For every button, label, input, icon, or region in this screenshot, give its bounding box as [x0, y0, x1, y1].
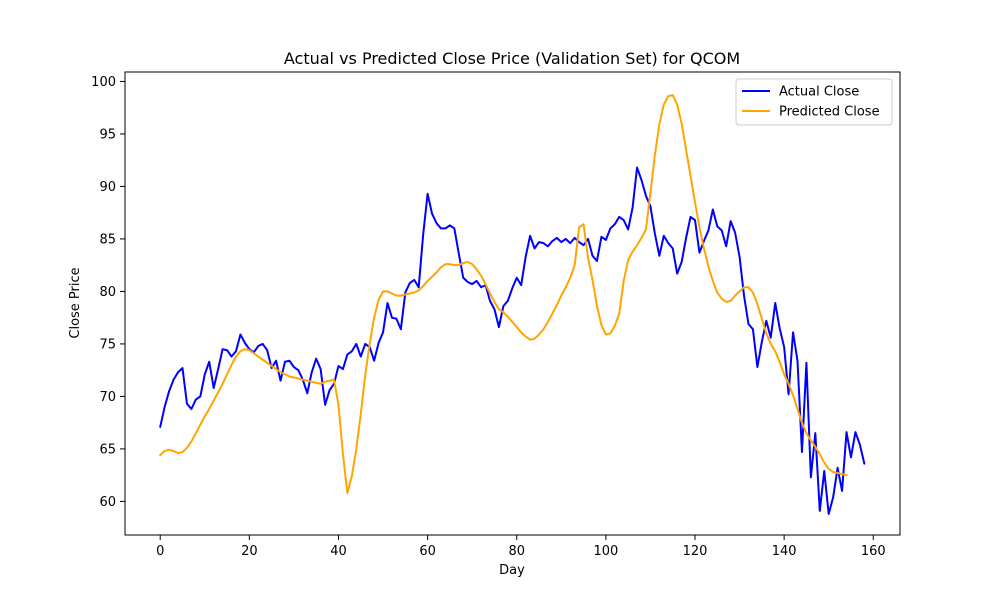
x-tick-label: 80 — [508, 544, 525, 559]
x-tick-label: 160 — [861, 544, 886, 559]
x-tick-label: 40 — [330, 544, 347, 559]
x-tick-label: 20 — [241, 544, 258, 559]
y-axis-label: Close Price — [68, 267, 83, 338]
x-axis-label: Day — [499, 563, 525, 578]
series-line-predicted-close — [159, 94, 848, 494]
chart-title: Actual vs Predicted Close Price (Validat… — [284, 49, 740, 68]
plot-frame — [124, 71, 901, 536]
y-tick-label: 90 — [99, 180, 116, 195]
y-tick-label: 95 — [99, 127, 116, 142]
y-tick-label: 85 — [99, 232, 116, 247]
legend-entry-label: Actual Close — [779, 85, 859, 100]
plot-area — [124, 71, 901, 536]
x-tick-label: 60 — [419, 544, 436, 559]
legend: Actual Close Predicted Close — [735, 78, 893, 126]
x-tick-label: 0 — [156, 544, 164, 559]
y-tick-label: 65 — [99, 442, 116, 457]
series-group — [159, 94, 866, 515]
legend-box — [735, 78, 893, 126]
y-tick-label: 100 — [91, 75, 116, 90]
y-axis-ticks: 60 65 70 75 80 85 90 95 100 — [91, 75, 125, 510]
y-tick-label: 70 — [99, 390, 116, 405]
series-line-actual-close — [159, 166, 866, 515]
x-axis-ticks: 0 20 40 60 80 100 120 140 160 — [156, 535, 886, 559]
y-tick-label: 80 — [99, 285, 116, 300]
x-tick-label: 140 — [772, 544, 797, 559]
x-tick-label: 120 — [683, 544, 708, 559]
legend-entry-label: Predicted Close — [779, 105, 880, 120]
y-tick-label: 75 — [99, 337, 116, 352]
y-tick-label: 60 — [99, 495, 116, 510]
x-tick-label: 100 — [593, 544, 618, 559]
